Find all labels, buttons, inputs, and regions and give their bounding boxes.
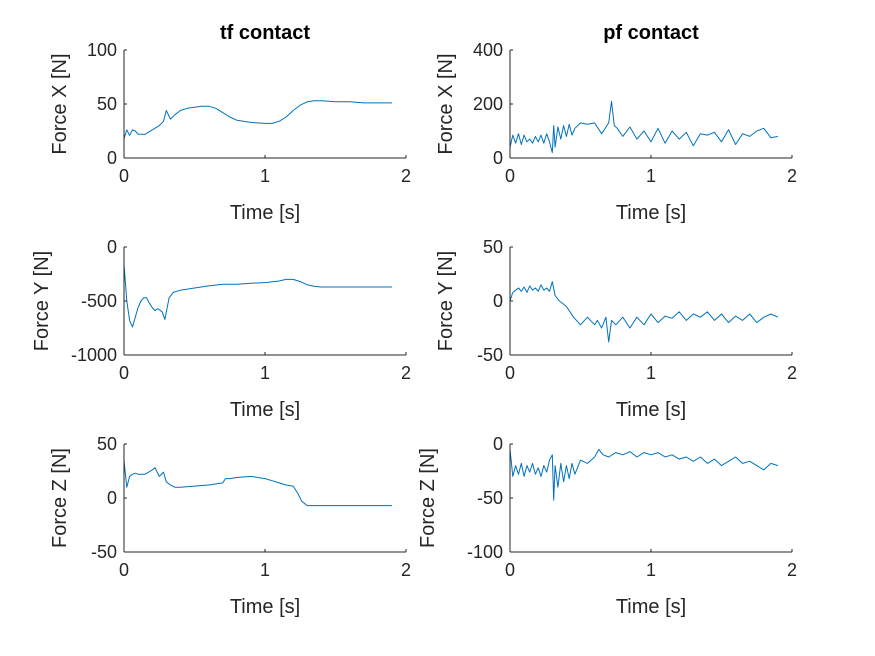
- y-axis-label: Force X [N]: [435, 53, 457, 154]
- y-tick-label: 400: [473, 40, 503, 60]
- x-tick-label: 2: [787, 363, 797, 383]
- y-axis-label: Force Z [N]: [49, 448, 71, 548]
- y-tick-label: -50: [91, 542, 117, 562]
- x-tick-label: 2: [401, 363, 411, 383]
- subplot-title: pf contact: [603, 22, 699, 44]
- y-tick-label: 0: [107, 237, 117, 257]
- x-tick-label: 0: [119, 363, 129, 383]
- y-tick-label: 0: [107, 148, 117, 168]
- x-tick-label: 2: [787, 166, 797, 186]
- y-axis-label: Force Z [N]: [417, 448, 439, 548]
- x-tick-label: 0: [119, 560, 129, 580]
- y-tick-label: 50: [483, 237, 503, 257]
- y-tick-label: 50: [97, 434, 117, 454]
- x-tick-label: 0: [119, 166, 129, 186]
- x-axis-label: Time [s]: [230, 202, 300, 224]
- x-axis-label: Time [s]: [616, 399, 686, 421]
- x-tick-label: 1: [646, 560, 656, 580]
- x-tick-label: 0: [505, 560, 515, 580]
- y-tick-label: -50: [477, 488, 503, 508]
- y-tick-label: -100: [467, 542, 503, 562]
- y-tick-label: 200: [473, 94, 503, 114]
- series-line: [509, 448, 779, 501]
- y-tick-label: 50: [97, 94, 117, 114]
- x-tick-label: 0: [505, 363, 515, 383]
- x-tick-label: 1: [646, 363, 656, 383]
- y-tick-label: -500: [81, 291, 117, 311]
- y-tick-label: 0: [493, 434, 503, 454]
- series-line: [123, 264, 392, 328]
- subplot-tf-force-x: tf contact 0 1 2 0 50 100 Time [s] Force X [N]: [49, 22, 411, 224]
- series-line: [123, 100, 392, 139]
- x-axis-label: Time [s]: [616, 202, 686, 224]
- subplot-pf-force-z: 0 1 2 -100 -50 0 Time [s] Force Z [N]: [417, 434, 797, 618]
- y-tick-label: -50: [477, 345, 503, 365]
- series-line: [123, 460, 392, 507]
- x-axis-label: Time [s]: [230, 399, 300, 421]
- x-tick-label: 1: [260, 363, 270, 383]
- x-tick-label: 2: [401, 166, 411, 186]
- x-tick-label: 2: [401, 560, 411, 580]
- y-tick-label: 0: [107, 488, 117, 508]
- series-line: [509, 281, 779, 343]
- x-axis-label: Time [s]: [616, 596, 686, 618]
- y-axis-label: Force X [N]: [49, 53, 71, 154]
- series-line: [509, 100, 778, 154]
- subplot-pf-force-x: pf contact 0 1 2 0 200 400 Time [s] Force X [N]: [435, 22, 797, 224]
- subplot-title: tf contact: [220, 22, 310, 44]
- x-tick-label: 1: [260, 560, 270, 580]
- y-tick-label: 0: [493, 148, 503, 168]
- x-tick-label: 1: [646, 166, 656, 186]
- y-axis-label: Force Y [N]: [31, 251, 53, 351]
- y-tick-label: 0: [493, 291, 503, 311]
- y-axis-label: Force Y [N]: [435, 251, 457, 351]
- x-tick-label: 1: [260, 166, 270, 186]
- x-axis-label: Time [s]: [230, 596, 300, 618]
- subplot-tf-force-y: 0 1 2 -1000 -500 0 Time [s] Force Y [N]: [31, 237, 411, 421]
- x-tick-label: 0: [505, 166, 515, 186]
- y-tick-label: 100: [87, 40, 117, 60]
- y-tick-label: -1000: [71, 345, 117, 365]
- x-tick-label: 2: [787, 560, 797, 580]
